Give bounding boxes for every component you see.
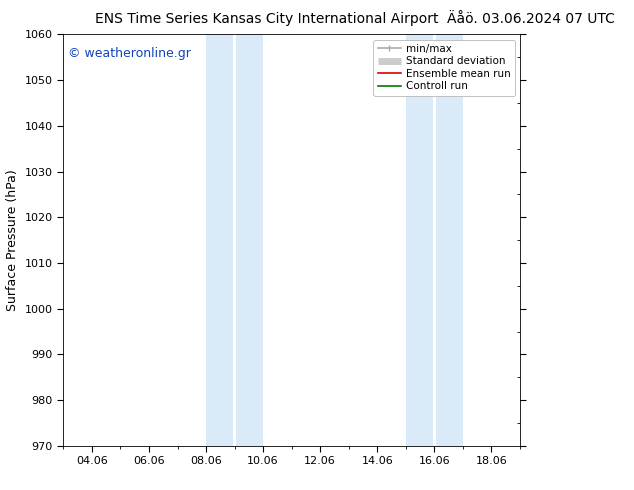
Bar	[406, 34, 433, 446]
Legend: min/max, Standard deviation, Ensemble mean run, Controll run: min/max, Standard deviation, Ensemble me…	[373, 40, 515, 96]
Text: Äåö. 03.06.2024 07 UTC: Äåö. 03.06.2024 07 UTC	[447, 12, 615, 26]
Bar	[436, 34, 463, 446]
Text: © weatheronline.gr: © weatheronline.gr	[68, 47, 191, 60]
Text: ENS Time Series Kansas City International Airport: ENS Time Series Kansas City Internationa…	[94, 12, 438, 26]
Y-axis label: Surface Pressure (hPa): Surface Pressure (hPa)	[6, 169, 19, 311]
Bar	[206, 34, 233, 446]
Bar	[236, 34, 263, 446]
